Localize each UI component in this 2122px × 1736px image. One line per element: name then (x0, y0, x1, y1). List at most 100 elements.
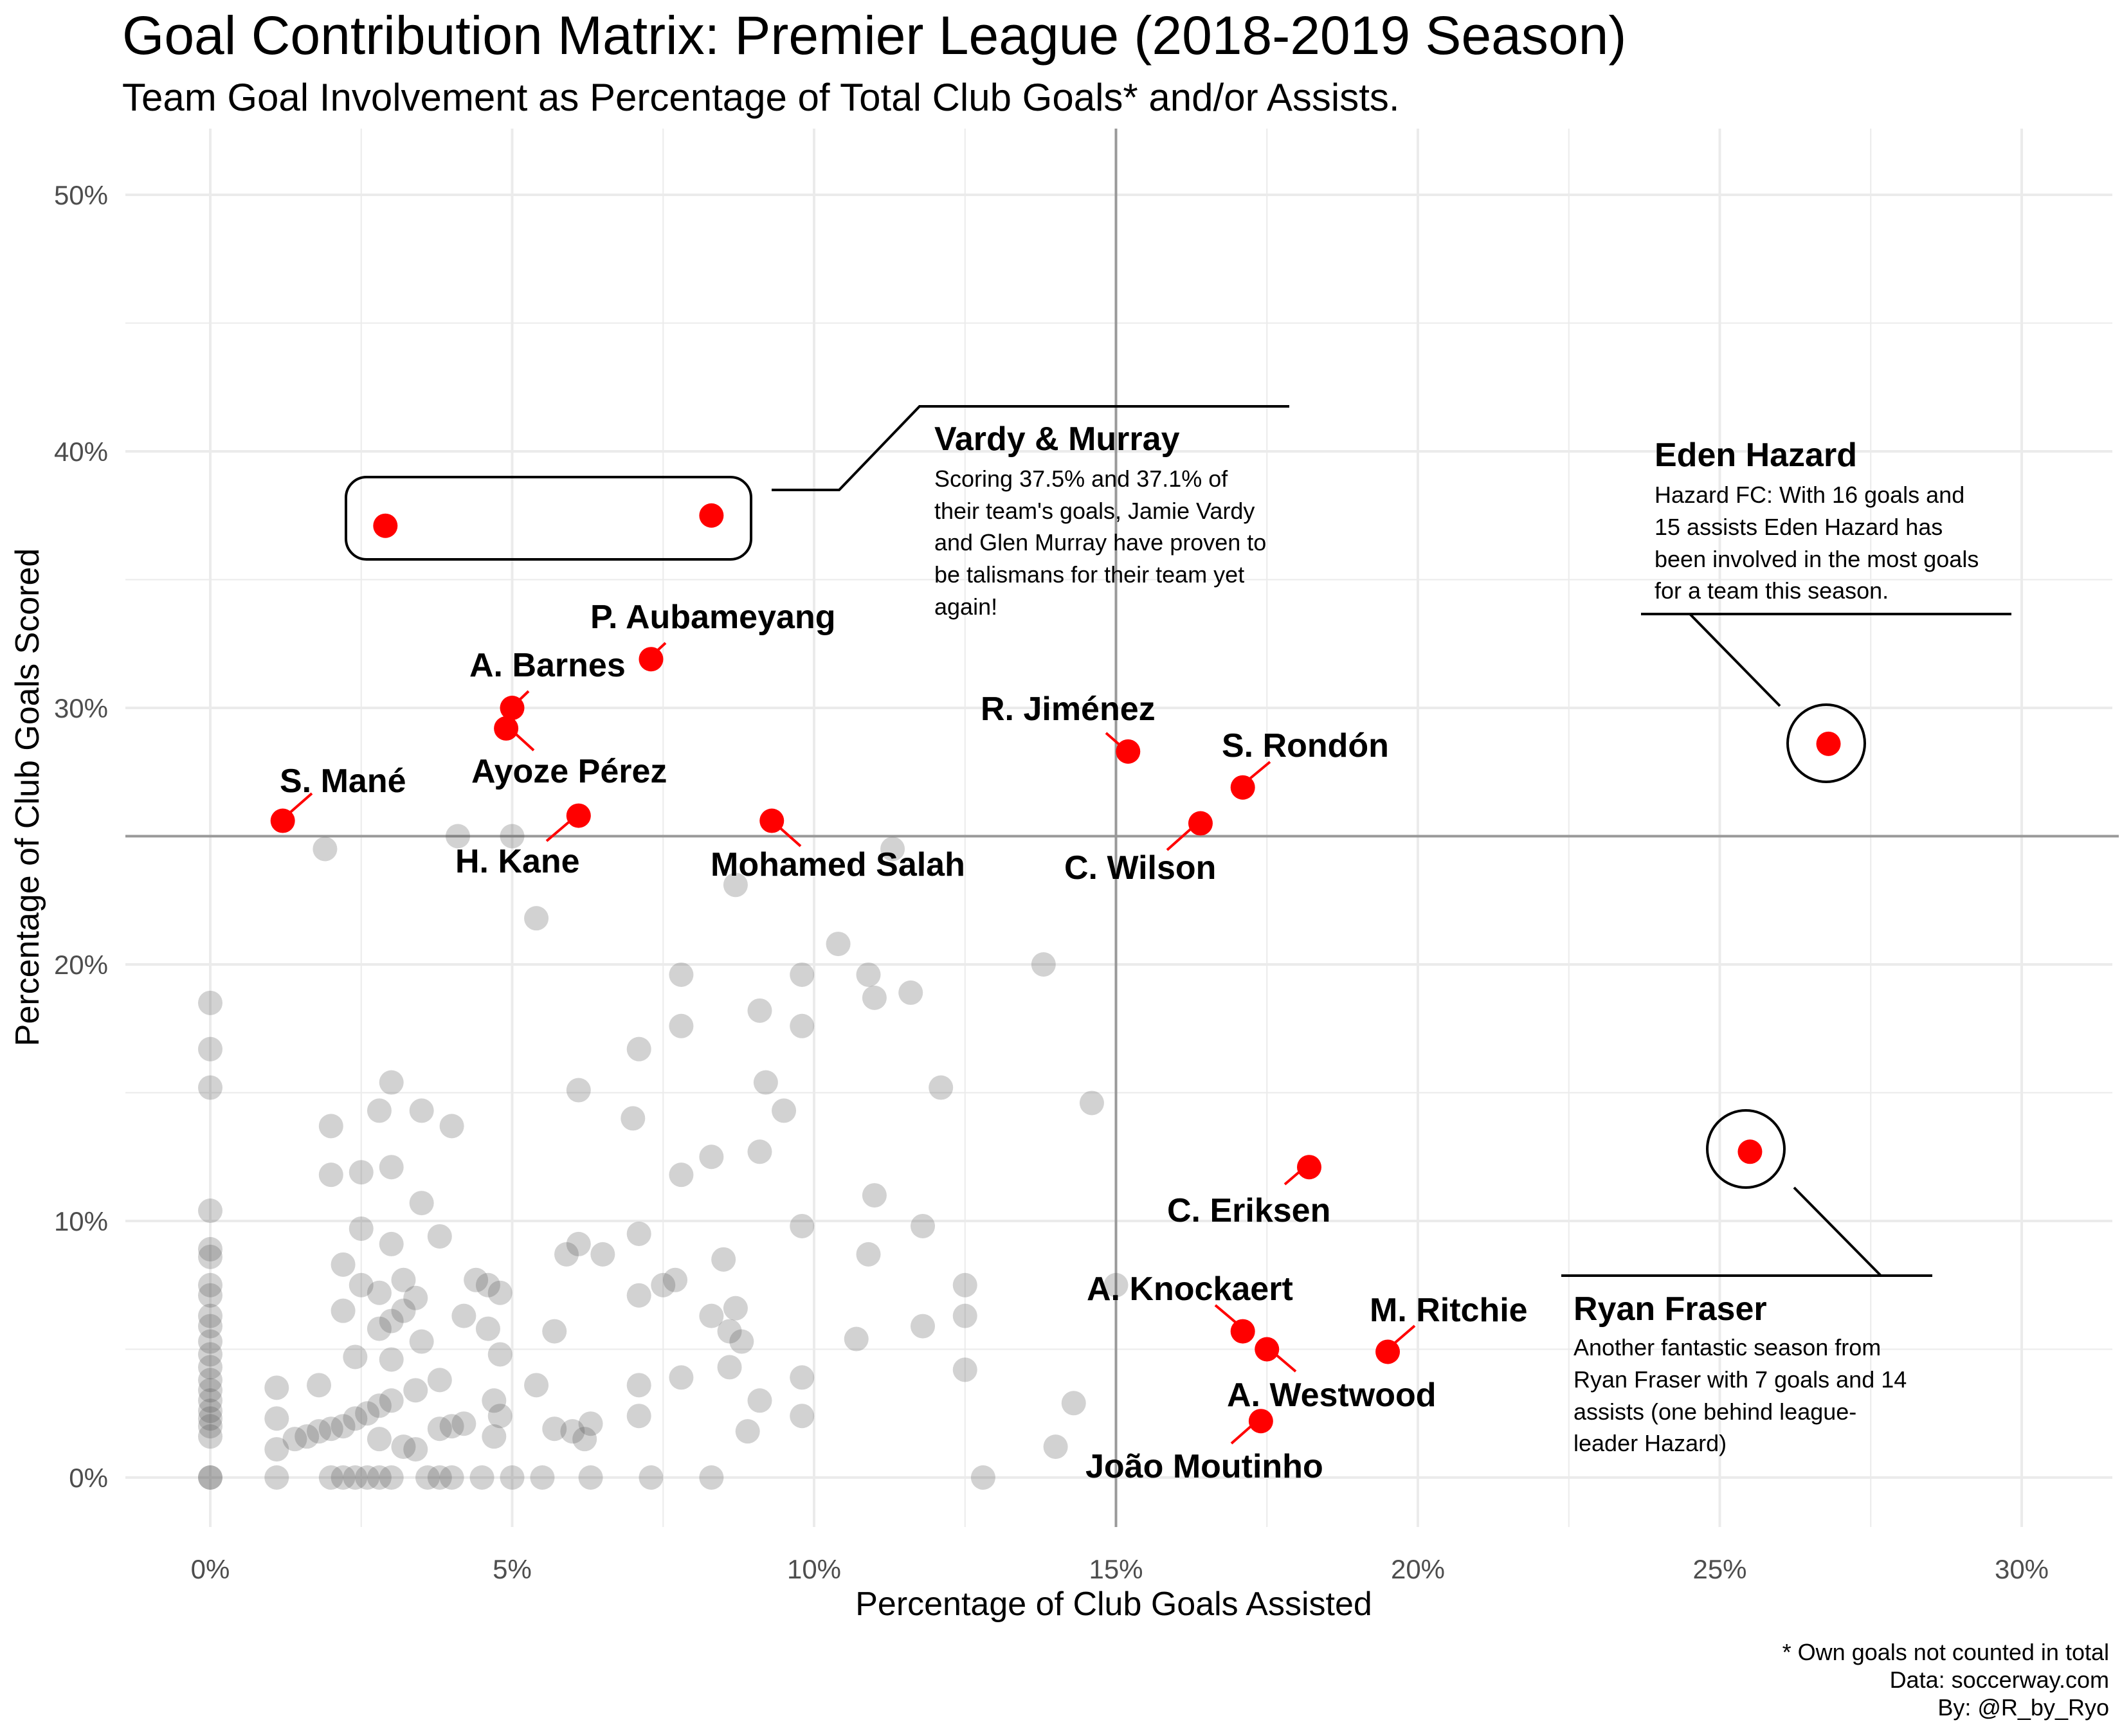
highlighted-point (1816, 731, 1841, 756)
background-point (439, 1414, 464, 1439)
background-point (427, 1416, 452, 1442)
x-tick-label: 10% (787, 1554, 841, 1584)
reference-lines (125, 129, 2119, 1527)
background-point (198, 1368, 222, 1393)
background-point (639, 1465, 664, 1490)
label-ritchie: M. Ritchie (1370, 1292, 1528, 1329)
background-point (790, 1404, 815, 1429)
label-salah: Mohamed Salah (711, 846, 965, 883)
background-point (409, 1191, 434, 1216)
x-tick-label: 25% (1692, 1554, 1746, 1584)
background-point (451, 1411, 476, 1436)
background-point (500, 1465, 525, 1490)
highlighted-point (1375, 1339, 1401, 1364)
highlighted-point (494, 716, 519, 741)
background-point (578, 1465, 603, 1490)
highlighted-point (270, 808, 295, 833)
background-point (566, 1231, 591, 1256)
background-point (367, 1098, 392, 1123)
background-point (856, 1242, 881, 1267)
x-tick-label: 0% (191, 1554, 230, 1584)
background-point (379, 1388, 404, 1413)
fraser-callout (1561, 1109, 1932, 1277)
background-point (747, 1388, 772, 1413)
background-point (427, 1465, 452, 1490)
background-point (530, 1465, 555, 1490)
background-point (264, 1437, 289, 1462)
background-point (391, 1298, 416, 1323)
background-point (415, 1465, 440, 1490)
vardy-murray-line-3: and Glen Murray have proven to (934, 529, 1266, 556)
highlighted-point (566, 803, 591, 828)
background-point (349, 1272, 374, 1297)
background-point (469, 1465, 494, 1490)
background-point (439, 1114, 464, 1139)
label-mane: S. Mané (280, 763, 406, 800)
background-point (198, 1329, 222, 1354)
background-point (1103, 1272, 1129, 1297)
background-point (542, 1319, 567, 1344)
background-point (626, 1283, 651, 1308)
highlighted-point (500, 696, 525, 720)
fraser-line-1: Another fantastic season from (1573, 1334, 1881, 1361)
background-point (1031, 952, 1056, 977)
highlighted-point (1116, 739, 1141, 764)
background-point (349, 1216, 374, 1241)
background-point (482, 1388, 507, 1413)
fraser-title: Ryan Fraser (1573, 1290, 1767, 1328)
background-point (451, 1303, 476, 1328)
background-point (198, 1036, 222, 1062)
background-point (318, 1416, 343, 1442)
background-point (331, 1414, 356, 1439)
background-point (626, 1404, 651, 1429)
background-point (952, 1303, 977, 1328)
background-point (198, 1406, 222, 1431)
background-point (409, 1329, 434, 1354)
background-point (355, 1401, 380, 1426)
vardy-murray-annotation: Vardy & Murray Scoring 37.5% and 37.1% o… (934, 420, 1266, 620)
background-point (663, 1267, 688, 1292)
background-point (711, 1247, 736, 1272)
background-point (952, 1272, 977, 1297)
caption: * Own goals not counted in total Data: s… (1782, 1639, 2109, 1721)
background-point (560, 1419, 585, 1444)
background-point (487, 1280, 512, 1305)
x-axis-ticks: 0% 5% 10% 15% 20% 25% 30% (191, 1554, 2049, 1584)
background-point (409, 1098, 434, 1123)
background-point (487, 1404, 512, 1429)
background-point (331, 1298, 356, 1323)
background-point (318, 1465, 343, 1490)
y-tick-label: 50% (54, 180, 108, 210)
x-tick-label: 20% (1391, 1554, 1445, 1584)
background-point (464, 1267, 489, 1292)
background-point (264, 1375, 289, 1400)
background-point (198, 1244, 222, 1269)
background-point (952, 1357, 977, 1382)
background-point (790, 1365, 815, 1390)
caption-line-1: * Own goals not counted in total (1782, 1639, 2109, 1665)
hazard-title: Eden Hazard (1655, 437, 1857, 474)
background-point (367, 1393, 392, 1418)
label-kane: H. Kane (455, 843, 580, 880)
chart-subtitle: Team Goal Involvement as Percentage of T… (122, 76, 1400, 119)
fraser-annotation: Ryan Fraser Another fantastic season fro… (1573, 1290, 1907, 1456)
x-axis-title: Percentage of Club Goals Assisted (855, 1586, 1372, 1623)
background-point (911, 1213, 936, 1238)
background-point (626, 1036, 651, 1062)
vardy-murray-line-4: be talismans for their team yet (934, 561, 1244, 588)
label-moutinho: João Moutinho (1085, 1448, 1323, 1485)
vardy-murray-box (345, 405, 1289, 561)
background-point (264, 1406, 289, 1431)
highlighted-point (759, 808, 784, 833)
background-point (753, 1070, 778, 1095)
background-point (554, 1242, 579, 1267)
background-point (198, 1272, 222, 1297)
background-point (862, 1183, 887, 1208)
background-point (717, 1319, 742, 1344)
background-point (475, 1272, 500, 1297)
background-point (367, 1465, 392, 1490)
background-point (626, 1373, 651, 1398)
background-point (911, 1314, 936, 1339)
label-westwood: A. Westwood (1227, 1377, 1436, 1414)
